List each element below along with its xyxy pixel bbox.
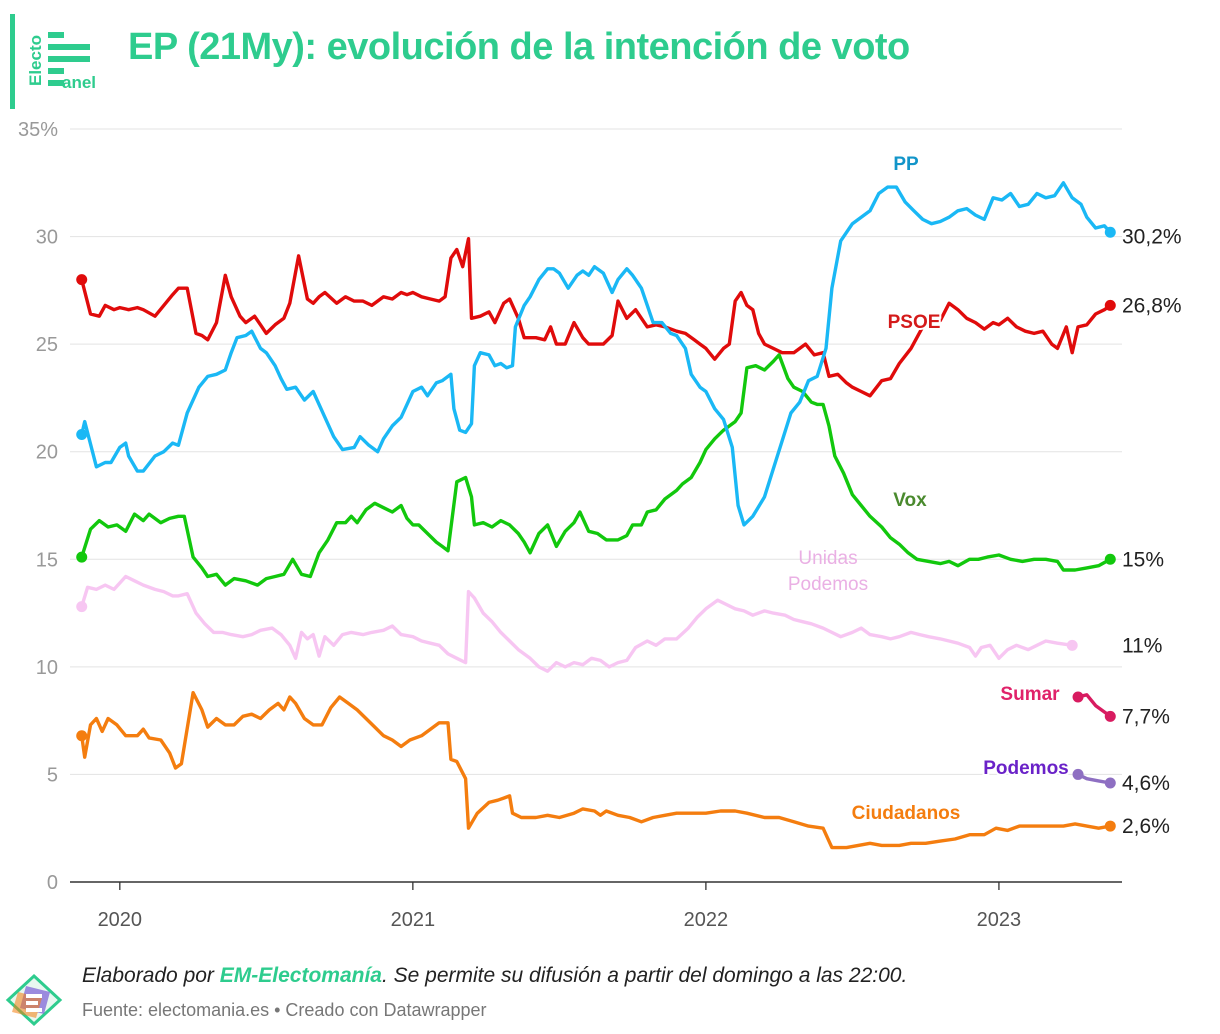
series-end-dot-podemos bbox=[1105, 778, 1116, 789]
em-electomania-logo bbox=[4, 972, 64, 1028]
series-start-dot-up bbox=[76, 601, 87, 612]
series-label-pp: PP bbox=[893, 154, 919, 175]
series-line-pp bbox=[82, 183, 1111, 525]
x-tick-label-2020: 2020 bbox=[98, 909, 143, 931]
y-tick-label-30: 30 bbox=[36, 227, 58, 249]
end-value-label-podemos: 4,6% bbox=[1122, 772, 1170, 795]
footer-source: Fuente: electomania.es • Creado con Data… bbox=[82, 1000, 487, 1021]
series-start-dot-psoe bbox=[76, 274, 87, 285]
x-tick-label-2021: 2021 bbox=[391, 909, 436, 931]
y-tick-label-10: 10 bbox=[36, 657, 58, 679]
series-label-sumar: Sumar bbox=[1000, 684, 1060, 705]
series-line-up bbox=[82, 577, 1072, 672]
y-tick-label-20: 20 bbox=[36, 442, 58, 464]
series-label-vox: Vox bbox=[893, 490, 927, 511]
x-tick-label-2022: 2022 bbox=[684, 909, 729, 931]
y-tick-label-35: 35% bbox=[18, 119, 58, 141]
y-tick-label-15: 15 bbox=[36, 549, 58, 571]
end-value-label-pp: 30,2% bbox=[1122, 225, 1182, 248]
series-start-dot-vox bbox=[76, 552, 87, 563]
series-label-up: Unidas Podemos bbox=[788, 548, 868, 595]
series-start-dot-podemos bbox=[1073, 769, 1084, 780]
end-value-label-up: 11% bbox=[1122, 634, 1162, 657]
series-line-cs bbox=[82, 693, 1111, 848]
series-label-podemos: Podemos bbox=[983, 758, 1069, 779]
footer-suffix: . Se permite su difusión a partir del do… bbox=[382, 964, 907, 987]
series-label-up-line-1: Podemos bbox=[788, 574, 868, 595]
series-end-dot-up bbox=[1067, 640, 1078, 651]
line-chart: 0 5 10 15 20 25 30 35% 2020 2021 2022 2023 30,2% 26,8… bbox=[0, 0, 1220, 960]
x-tick-label-2023: 2023 bbox=[977, 909, 1022, 931]
series-label-up-line-0: Unidas bbox=[798, 548, 857, 569]
series-end-dot-psoe bbox=[1105, 300, 1116, 311]
y-tick-label-5: 5 bbox=[47, 764, 58, 786]
footer-prefix: Elaborado por bbox=[82, 964, 220, 987]
series-end-dot-vox bbox=[1105, 554, 1116, 565]
series-end-dot-cs bbox=[1105, 821, 1116, 832]
series-label-psoe: PSOE bbox=[888, 312, 941, 333]
end-value-label-vox: 15% bbox=[1122, 548, 1164, 571]
footer-brand-link[interactable]: EM-Electomanía bbox=[220, 964, 382, 987]
series-label-cs: Ciudadanos bbox=[852, 803, 961, 824]
series-line-vox bbox=[82, 355, 1111, 585]
series-end-dot-pp bbox=[1105, 227, 1116, 238]
series-start-dot-sumar bbox=[1073, 691, 1084, 702]
footer-credits: Elaborado por EM-Electomanía. Se permite… bbox=[82, 964, 907, 988]
series-line-psoe bbox=[82, 239, 1111, 396]
end-value-label-cs: 2,6% bbox=[1122, 815, 1170, 838]
end-value-label-sumar: 7,7% bbox=[1122, 705, 1170, 728]
end-value-label-psoe: 26,8% bbox=[1122, 294, 1182, 317]
series-end-dot-sumar bbox=[1105, 711, 1116, 722]
series-start-dot-cs bbox=[76, 730, 87, 741]
series-start-dot-pp bbox=[76, 429, 87, 440]
y-tick-label-0: 0 bbox=[47, 872, 58, 894]
y-tick-label-25: 25 bbox=[36, 334, 58, 356]
